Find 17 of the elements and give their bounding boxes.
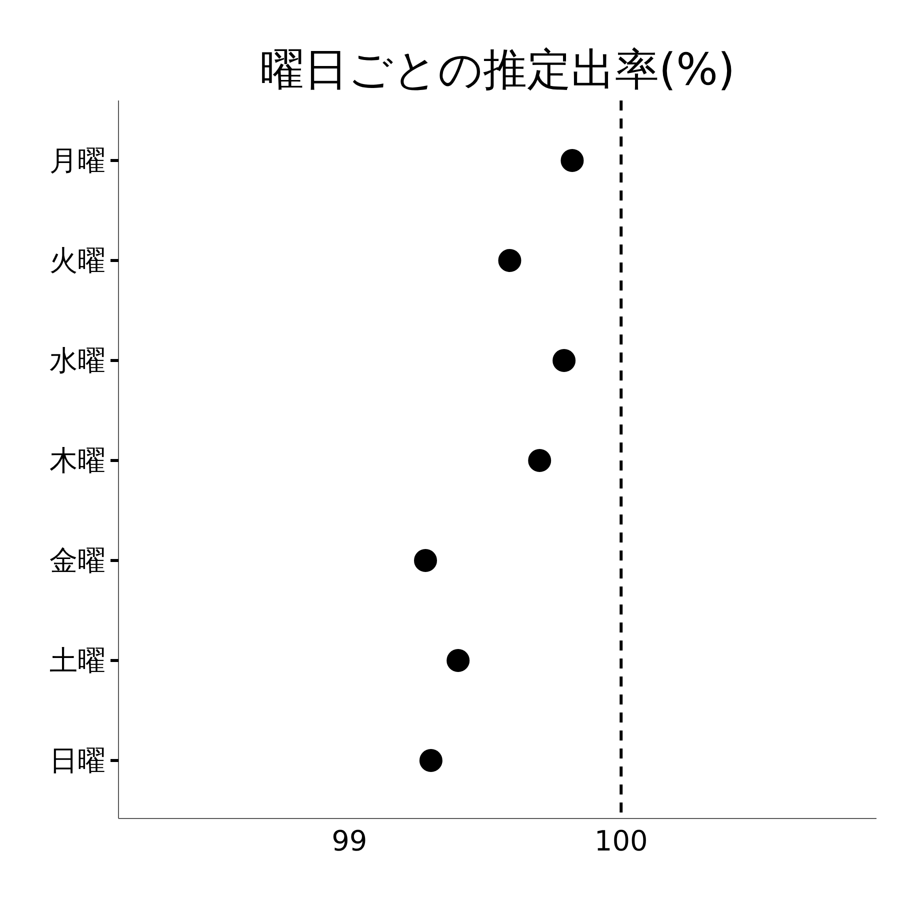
y-tick-label: 火曜 (50, 244, 106, 277)
x-tick-label: 99 (332, 824, 368, 858)
chart-title: 曜日ごとの推定出率(%) (260, 44, 736, 96)
point (528, 449, 552, 472)
y-tick-label: 土曜 (50, 644, 106, 677)
point (498, 249, 522, 272)
x-tick-label: 100 (594, 824, 648, 858)
y-tick-label: 木曜 (50, 444, 106, 477)
y-tick-label: 金曜 (50, 544, 106, 577)
point (446, 649, 470, 672)
point (414, 549, 438, 572)
y-tick-label: 月曜 (50, 144, 106, 177)
point (560, 149, 584, 172)
point (552, 349, 576, 372)
y-tick-label: 日曜 (50, 744, 106, 777)
point (419, 749, 442, 772)
y-tick-label: 水曜 (50, 344, 106, 377)
